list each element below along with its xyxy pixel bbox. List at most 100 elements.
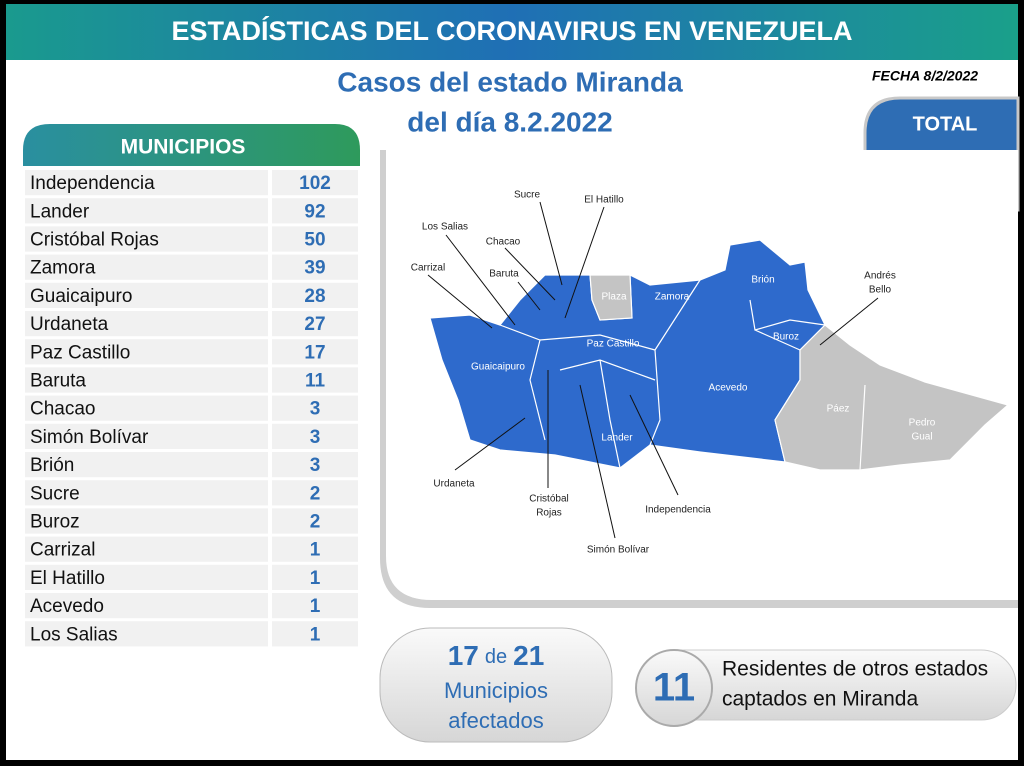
map-label: El Hatillo (584, 195, 624, 206)
municipio-cases: 3 (310, 399, 321, 420)
municipio-cases: 1 (310, 624, 321, 645)
municipio-name: Acevedo (30, 596, 104, 617)
leader-line (579, 384, 616, 539)
municipio-name: Chacao (30, 399, 96, 420)
row-value-cell (272, 254, 358, 280)
row-name-cell (25, 621, 268, 647)
leader-line (539, 201, 563, 286)
municipio-name: Buroz (30, 512, 80, 533)
subtitle: Casos del estado Miranda (337, 66, 683, 97)
municipio-name: Los Salias (30, 624, 118, 645)
leader-line (427, 274, 493, 329)
affected-label: Municipios (444, 678, 548, 703)
map-region (774, 324, 1010, 471)
municipio-cases: 17 (304, 342, 325, 363)
municipio-name: Urdaneta (30, 314, 109, 335)
municipio-name: Baruta (30, 371, 86, 392)
municipio-name: Cristóbal Rojas (30, 230, 159, 251)
municipio-cases: 11 (305, 371, 326, 392)
table-rows: Independencia 102 Lander 92 Cristóbal Rojas 5… (25, 170, 358, 647)
municipio-name: Carrizal (30, 540, 95, 561)
affected-label: afectados (448, 708, 543, 733)
row-value-cell (272, 367, 358, 393)
municipio-cases: 102 (299, 173, 331, 194)
municipio-name: Simón Bolívar (30, 427, 149, 448)
affected-total: 21 (513, 640, 544, 671)
municipio-name: Brión (30, 455, 74, 476)
municipio-cases: 1 (310, 596, 321, 617)
map-label: Brión (751, 275, 774, 286)
map-label: Baruta (489, 269, 519, 280)
map-label: Independencia (645, 505, 711, 516)
row-name-cell (25, 311, 268, 337)
row-name-cell (25, 198, 268, 224)
map-label: Urdaneta (433, 479, 475, 490)
leader-lines (427, 201, 879, 539)
table-header: MUNICIPIOS (121, 136, 246, 159)
map-label: Los Salias (422, 222, 468, 233)
municipio-cases: 1 (310, 568, 321, 589)
affected-of: de (485, 646, 507, 668)
municipio-cases: 92 (304, 201, 325, 222)
municipio-cases: 3 (310, 455, 321, 476)
map-label: Cristóbal (529, 494, 568, 505)
municipio-cases: 28 (304, 286, 325, 307)
municipio-cases: 3 (310, 427, 321, 448)
row-value-cell (272, 536, 358, 562)
map (429, 239, 1010, 471)
map-border (499, 279, 866, 471)
table-header-bg (23, 124, 360, 166)
municipio-name: El Hatillo (30, 568, 105, 589)
row-name-cell (25, 423, 268, 449)
map-label: Simón Bolívar (587, 545, 650, 556)
map-label: Chacao (486, 237, 521, 248)
map-label: Lander (601, 433, 633, 444)
map-labels: Sucre El Hatillo Los Salias Chacao Carri… (411, 190, 936, 556)
map-label: Andrés (864, 271, 896, 282)
map-label: Buroz (773, 332, 799, 343)
row-name-cell (25, 226, 268, 252)
row-value-cell (272, 452, 358, 478)
leader-line (629, 394, 679, 496)
row-name-cell (25, 564, 268, 590)
row-value-cell (272, 593, 358, 619)
row-value-cell (272, 226, 358, 252)
row-name-cell (25, 170, 268, 196)
subtitle: del día 8.2.2022 (407, 106, 612, 137)
municipio-name: Zamora (30, 258, 96, 279)
row-value-cell (272, 621, 358, 647)
row-name-cell (25, 395, 268, 421)
leader-line (504, 247, 556, 301)
row-value-cell (272, 311, 358, 337)
row-value-cell (272, 423, 358, 449)
row-value-cell (272, 564, 358, 590)
row-name-cell (25, 593, 268, 619)
map-label: Pedro (909, 418, 936, 429)
leader-line (445, 234, 516, 326)
map-label: Sucre (514, 190, 541, 201)
affected-box (379, 627, 613, 743)
map-label: Plaza (601, 292, 626, 303)
leader-line (564, 206, 605, 319)
residents-label: Residentes de otros estados (722, 658, 988, 681)
leader-line (819, 297, 879, 346)
row-value-cell (272, 395, 358, 421)
row-name-cell (25, 367, 268, 393)
municipio-cases: 2 (310, 483, 321, 504)
residents-circle (635, 649, 713, 727)
row-value-cell (272, 339, 358, 365)
affected-count: 17 (448, 640, 479, 671)
map-label: Bello (869, 285, 892, 296)
residents-count: 11 (653, 666, 695, 710)
map-label: Páez (827, 404, 850, 415)
municipio-cases: 50 (304, 230, 325, 251)
municipio-name: Paz Castillo (30, 342, 130, 363)
municipio-name: Guaicaipuro (30, 286, 132, 307)
row-name-cell (25, 452, 268, 478)
row-name-cell (25, 536, 268, 562)
map-label: Paz Castillo (587, 339, 640, 350)
municipio-cases: 1 (310, 540, 321, 561)
map-label: Acevedo (709, 383, 748, 394)
